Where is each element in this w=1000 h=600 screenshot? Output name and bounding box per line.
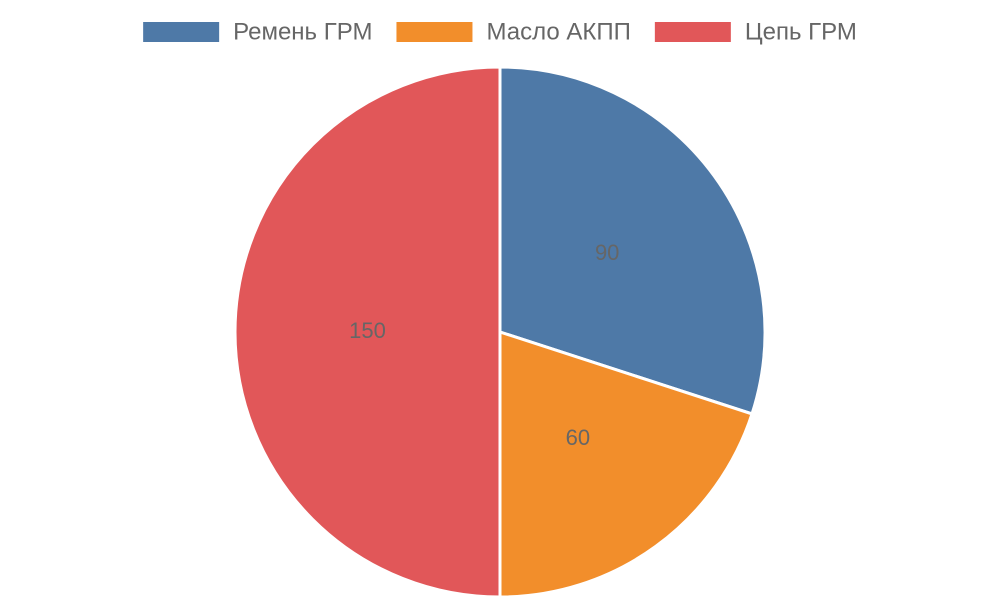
pie-slice [498, 329, 754, 599]
legend-swatch [143, 22, 220, 42]
data-label: 60 [566, 425, 590, 450]
legend-label: Цепь ГРМ [745, 18, 857, 45]
legend: Ремень ГРМ Масло АКПП Цепь ГРМ [143, 18, 857, 45]
legend-swatch [396, 22, 473, 42]
data-label: 90 [595, 240, 619, 265]
data-label: 150 [349, 318, 386, 343]
legend-label: Масло АКПП [486, 18, 630, 45]
legend-label: Ремень ГРМ [233, 18, 372, 45]
pie-slice [233, 65, 502, 599]
legend-swatch [654, 22, 731, 42]
pie-slice [498, 65, 767, 416]
